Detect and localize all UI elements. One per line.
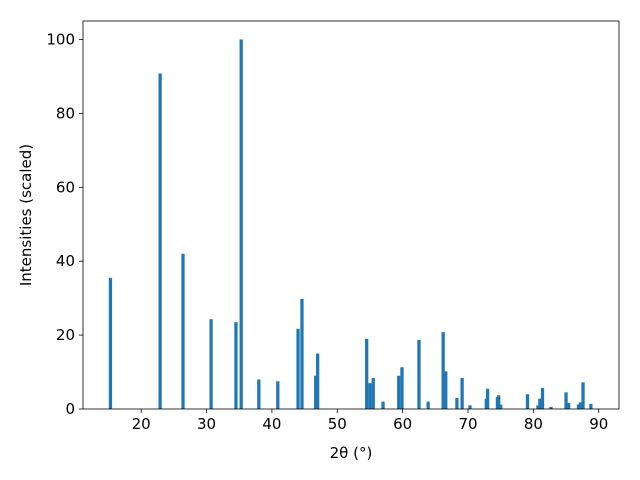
bar (368, 383, 372, 409)
bar (581, 382, 585, 409)
bar (239, 39, 243, 409)
y-axis-label: Intensities (scaled) (17, 144, 35, 286)
bar (538, 398, 542, 409)
bar (441, 332, 445, 409)
bar (400, 367, 404, 409)
bar (257, 379, 261, 409)
x-tick-label: 90 (589, 415, 608, 433)
bar (426, 401, 430, 409)
plot-frame (82, 20, 620, 410)
y-tick-label: 40 (56, 252, 75, 270)
y-tick-label: 60 (56, 178, 75, 196)
y-tick-label: 0 (65, 400, 75, 418)
bar (499, 404, 503, 409)
bar (209, 319, 213, 409)
bar (578, 402, 583, 409)
bar (536, 405, 540, 409)
x-tick-label: 40 (262, 415, 281, 433)
x-tick-label: 30 (197, 415, 216, 433)
x-tick-label: 20 (132, 415, 151, 433)
x-tick-label: 60 (393, 415, 412, 433)
bar (276, 381, 280, 409)
bar (300, 298, 304, 409)
bar (108, 277, 113, 409)
bar (567, 403, 571, 409)
bar (181, 253, 185, 409)
bar (497, 395, 501, 409)
x-tick-label: 70 (458, 415, 477, 433)
bar (296, 328, 300, 409)
bar (460, 377, 464, 409)
bar (549, 406, 553, 409)
bar (468, 405, 472, 409)
y-tick-label: 80 (56, 104, 75, 122)
bar (540, 387, 545, 409)
x-tick-label: 80 (524, 415, 543, 433)
bar (158, 73, 162, 409)
bar (444, 371, 448, 409)
bar (589, 403, 593, 409)
bar (525, 394, 530, 409)
bar (365, 338, 369, 409)
bar (371, 377, 375, 409)
x-tick-label: 50 (328, 415, 347, 433)
bar (397, 375, 401, 409)
bar (417, 339, 421, 409)
y-tick-label: 20 (56, 326, 75, 344)
bar (564, 392, 568, 409)
bar (234, 322, 238, 409)
bar (576, 404, 581, 409)
bar (314, 375, 318, 409)
y-tick-label: 100 (46, 30, 75, 48)
x-axis-label: 2θ (°) (330, 444, 373, 462)
bar (485, 388, 490, 409)
bar (455, 397, 459, 409)
bar (381, 401, 385, 409)
bar (316, 353, 320, 409)
